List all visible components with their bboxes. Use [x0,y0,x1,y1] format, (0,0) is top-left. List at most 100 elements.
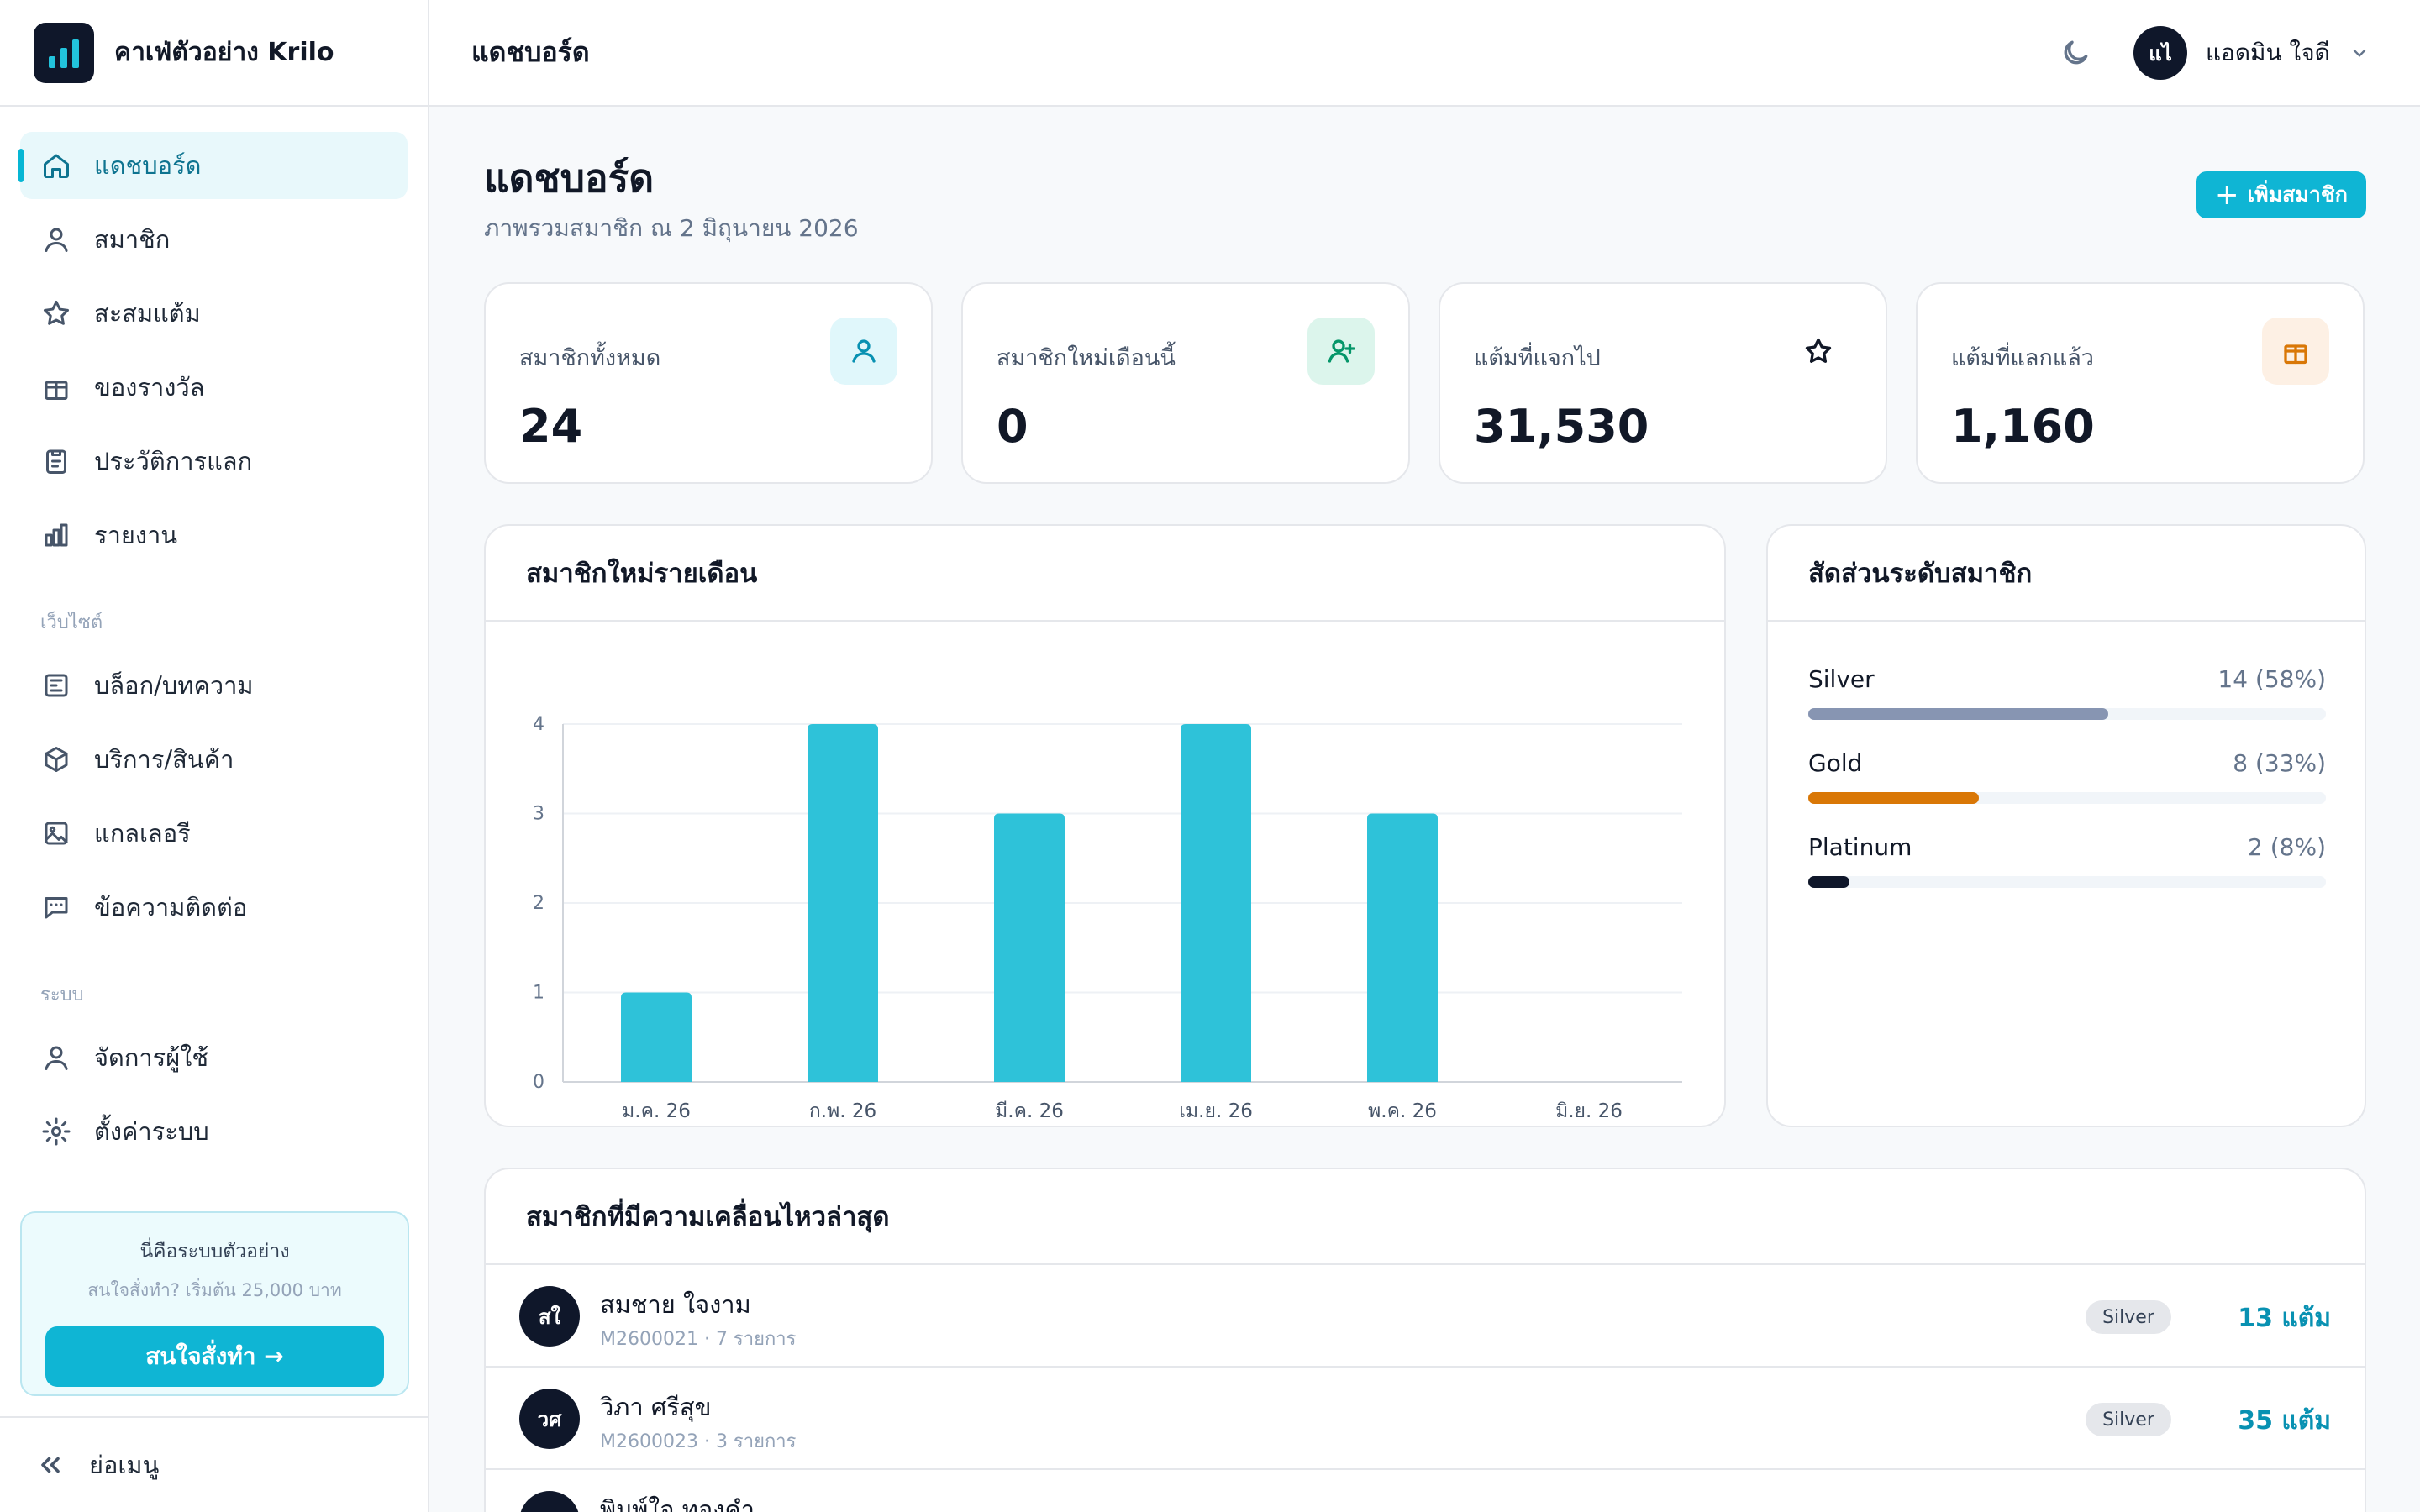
sidebar-item-label: แกลเลอรี [94,819,191,848]
sidebar-item-services[interactable]: บริการ/สินค้า [20,726,408,793]
sidebar-item-label: ประวัติการแลก [94,447,253,475]
avatar: วศ [519,1389,580,1449]
avatar: พท [519,1491,580,1512]
y-tick-label: 1 [533,983,544,1004]
tier-name: Platinum [1808,833,1912,861]
tier-progress-track [1808,876,2326,888]
tier-progress-fill [1808,708,2109,720]
chevrons-left-icon [41,1457,60,1473]
stat-value: 31,530 [1474,400,1649,453]
collapse-menu-label: ย่อเมนู [89,1451,160,1479]
gift-icon [2262,318,2329,385]
sidebar-item-blog[interactable]: บล็อก/บทความ [20,652,408,719]
stat-value: 0 [997,400,1028,453]
home-icon [40,150,72,181]
monthly-new-members-card: สมาชิกใหม่รายเดือน 0 1 2 3 4 ม.ค. 26 ก.พ. 26 มี… [484,524,1726,1127]
tier-progress-track [1808,708,2326,720]
sidebar-item-label: สะสมแต้ม [94,299,201,328]
brand-name: คาเฟ่ตัวอย่าง Krilo [114,38,334,67]
stat-label: แต้มที่แลกแล้ว [1951,345,2094,371]
sidebar-item-label: แดชบอร์ด [94,151,202,180]
sidebar-item-user-management[interactable]: จัดการผู้ใช้ [20,1024,408,1091]
bar [994,813,1065,1082]
y-tick-label: 3 [533,804,544,825]
newspaper-icon [40,669,72,701]
sidebar-item-dashboard[interactable]: แดชบอร์ด [18,132,408,199]
message-icon [40,891,72,923]
add-member-button[interactable]: + เพิ่มสมาชิก [2196,171,2366,218]
user-name: แอดมิน ใจดี [2206,39,2330,66]
sidebar-item-settings[interactable]: ตั้งค่าระบบ [20,1098,408,1165]
stat-card-points-issued: แต้มที่แจกไป 31,530 [1439,282,1887,484]
page-title: แดชบอร์ด [484,155,655,201]
list-item[interactable]: วศ วิภา ศรีสุข M2600023 · 3 รายการ Silve… [486,1366,2365,1468]
sidebar-item-label: ของรางวัล [94,373,205,402]
user-icon [40,223,72,255]
list-item[interactable]: สใ สมชาย ใจงาม M2600021 · 7 รายการ Silve… [486,1263,2365,1366]
member-points: 13 แต้ม [2238,1304,2331,1333]
sidebar: คาเฟ่ตัวอย่าง Krilo แดชบอร์ด สมาชิก สะสม… [0,0,429,1512]
tier-name: Silver [1808,665,1875,693]
tier-count: 2 (8%) [2248,833,2326,861]
bar [808,724,878,1082]
avatar: แไ [2133,26,2187,80]
stat-label: สมาชิกใหม่เดือนนี้ [997,345,1176,371]
monthly-members-chart: 0 1 2 3 4 ม.ค. 26 ก.พ. 26 มี.ค. 26 เม.ย. 26 พ.ค. … [533,714,1682,1122]
moon-icon [2064,40,2088,65]
member-name: พิมพ์ใจ ทองคำ [600,1495,755,1512]
sidebar-item-members[interactable]: สมาชิก [20,206,408,273]
sidebar-item-redemption-history[interactable]: ประวัติการแลก [20,428,408,495]
member-name: สมชาย ใจงาม [600,1290,751,1319]
sidebar-item-label: ข้อความติดต่อ [94,893,248,921]
plus-icon: + [2215,178,2239,212]
x-tick-label: ม.ค. 26 [622,1100,691,1122]
tier-progress-track [1808,792,2326,804]
sidebar-section-website: เว็บไซต์ [40,612,103,633]
sidebar-item-rewards[interactable]: ของรางวัล [20,354,408,421]
sidebar-item-label: บริการ/สินค้า [94,745,234,774]
member-meta: M2600023 · 3 รายการ [600,1431,797,1452]
x-tick-label: เม.ย. 26 [1179,1100,1253,1122]
collapse-menu-button[interactable]: ย่อเมนู [0,1416,428,1512]
x-tick-label: มี.ค. 26 [995,1100,1064,1122]
sidebar-nav: แดชบอร์ด สมาชิก สะสมแต้ม ของรางวัล ประวั… [0,107,428,1165]
sidebar-item-label: จัดการผู้ใช้ [94,1043,209,1072]
user-menu[interactable]: แไ แอดมิน ใจดี [2133,25,2370,81]
stat-label: แต้มที่แจกไป [1474,345,1601,371]
bar [1367,813,1438,1082]
promo-title: นี่คือระบบตัวอย่าง [139,1241,290,1263]
tier-badge: Silver [2086,1403,2171,1436]
member-meta: M2600021 · 7 รายการ [600,1329,797,1350]
sidebar-item-contact-messages[interactable]: ข้อความติดต่อ [20,874,408,941]
brand[interactable]: คาเฟ่ตัวอย่าง Krilo [0,0,428,107]
promo-subtitle: สนใจสั่งทำ? เริ่มต้น 25,000 บาท [87,1280,342,1300]
stat-card-new-members: สมาชิกใหม่เดือนนี้ 0 [961,282,1410,484]
sidebar-item-gallery[interactable]: แกลเลอรี [20,800,408,867]
stat-label: สมาชิกทั้งหมด [519,345,661,371]
chevron-down-icon [2353,49,2366,57]
star-icon [40,297,72,329]
sidebar-item-reports[interactable]: รายงาน [20,501,408,569]
brand-logo-icon [34,22,94,83]
image-icon [40,817,72,849]
card-title: สมาชิกที่มีความเคลื่อนไหวล่าสุด [486,1169,2365,1265]
y-tick-label: 2 [533,893,544,914]
bar [1181,724,1251,1082]
recent-activity-card: สมาชิกที่มีความเคลื่อนไหวล่าสุด สใ สมชาย… [484,1168,2366,1512]
gift-icon [40,371,72,403]
tier-progress-fill [1808,876,1850,888]
user-icon [40,1042,72,1074]
list-item[interactable]: พท พิมพ์ใจ ทองคำ [486,1468,2365,1512]
sidebar-item-points[interactable]: สะสมแต้ม [20,280,408,347]
tier-silver: Silver 14 (58%) [1808,665,2326,720]
stat-card-points-redeemed: แต้มที่แลกแล้ว 1,160 [1916,282,2365,484]
avatar: สใ [519,1286,580,1347]
member-name: วิภา ศรีสุข [600,1393,712,1421]
theme-toggle-button[interactable] [2060,37,2093,71]
sidebar-section-system: ระบบ [40,984,84,1005]
bar-chart-icon [40,519,72,551]
tier-gold: Gold 8 (33%) [1808,749,2326,804]
order-now-button[interactable]: สนใจสั่งทำ → [45,1326,384,1387]
box-icon [40,743,72,775]
user-plus-icon [1307,318,1375,385]
